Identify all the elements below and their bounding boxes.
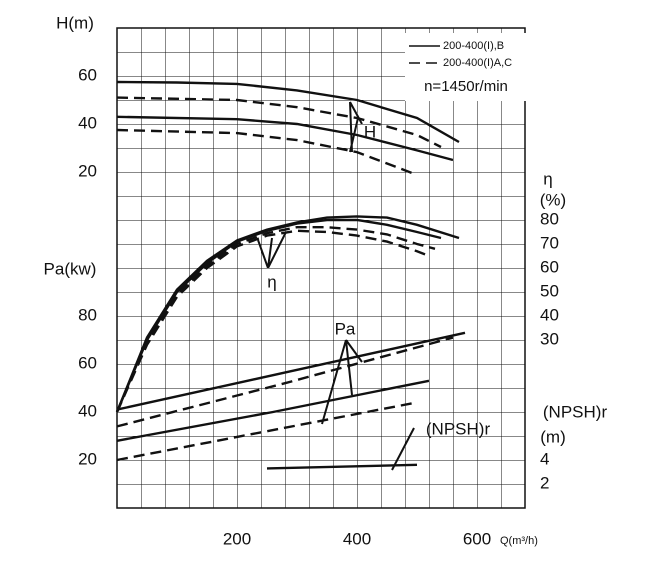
y-tick-label: 60 (78, 353, 97, 372)
annotation: η (267, 272, 276, 291)
y-axis-label: (m) (540, 427, 565, 446)
curve (116, 128, 418, 177)
y-tick-label: 60 (78, 65, 97, 84)
curve (116, 96, 442, 149)
curve (116, 379, 430, 442)
y-tick-label: 50 (540, 281, 559, 300)
y-axis-label: H(m) (56, 13, 94, 32)
legend-box (405, 33, 527, 101)
x-tick-label: 400 (343, 529, 371, 548)
y-tick-label: 70 (540, 233, 559, 252)
legend: 200-400(I),B 200-400(I)A,C n=1450r/min (405, 33, 527, 101)
y-tick-label: 4 (540, 449, 549, 468)
y-tick-label: 20 (78, 161, 97, 180)
leader-lines (257, 101, 415, 471)
y-tick-label: 30 (540, 329, 559, 348)
annotation: (NPSH)r (426, 419, 491, 438)
curve (115, 229, 430, 413)
y-tick-label: 80 (78, 305, 97, 324)
curve (266, 463, 418, 470)
y-tick-label: 40 (78, 113, 97, 132)
annotation: H (364, 122, 376, 141)
annotation: Pa (335, 319, 356, 338)
curve (116, 331, 466, 411)
y-tick-label: 20 (78, 449, 97, 468)
y-tick-label: 40 (78, 401, 97, 420)
y-axis-label: Pa(kw) (44, 259, 97, 278)
y-axis-label: (%) (540, 190, 566, 209)
x-tick-label: 200 (223, 529, 251, 548)
y-tick-label: 80 (540, 209, 559, 228)
y-axis-label: η (543, 169, 552, 188)
curve (116, 115, 454, 162)
curve (115, 226, 436, 413)
y-tick-label: 60 (540, 257, 559, 276)
curve (115, 218, 442, 413)
curve (116, 80, 460, 144)
x-axis-label: Q(m³/h) (500, 535, 538, 547)
legend-label: 200-400(I)A,C (443, 57, 512, 69)
y-tick-label: 2 (540, 473, 549, 492)
note: n=1450r/min (424, 78, 508, 95)
y-axis-label: (NPSH)r (543, 402, 608, 421)
x-tick-label: 600 (463, 529, 491, 548)
curve (116, 336, 454, 428)
legend-label: 200-400(I),B (443, 40, 504, 52)
y-tick-label: 40 (540, 305, 559, 324)
